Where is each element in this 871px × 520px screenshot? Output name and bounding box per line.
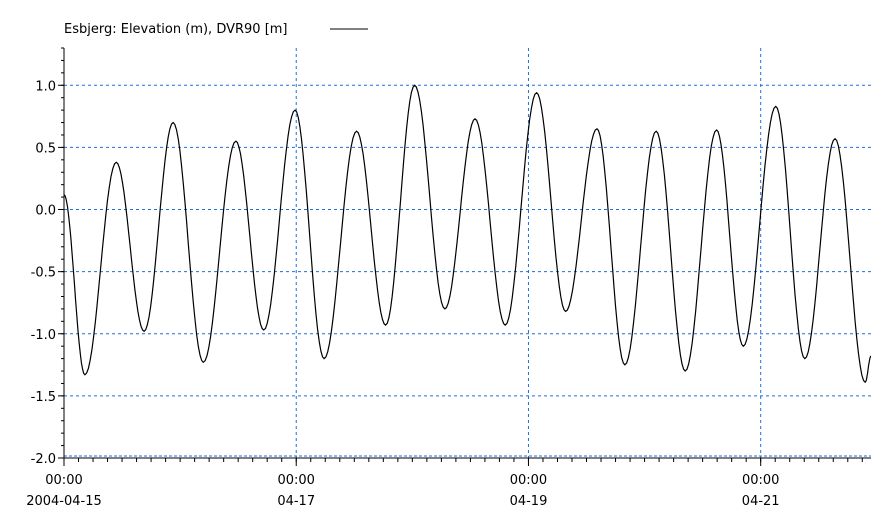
y-tick-label: -1.0	[31, 328, 56, 343]
axes	[58, 47, 871, 466]
series-layer	[63, 84, 871, 383]
x-tick-time-label: 00:00	[510, 473, 547, 488]
x-tick-time-label: 00:00	[45, 473, 82, 488]
series-line	[63, 84, 871, 383]
y-tick-label: 1.0	[35, 79, 56, 94]
legend: Esbjerg: Elevation (m), DVR90 [m]	[64, 22, 368, 37]
y-tick-label: -2.0	[31, 452, 56, 467]
x-tick-date-label: 04-17	[277, 494, 315, 509]
x-tick-time-label: 00:00	[277, 473, 314, 488]
y-tick-label: 0.0	[35, 204, 56, 219]
y-tick-label: -1.5	[31, 390, 56, 405]
grid	[64, 48, 871, 458]
x-tick-date-label: 04-21	[742, 494, 780, 509]
legend-label: Esbjerg: Elevation (m), DVR90 [m]	[64, 22, 288, 37]
x-tick-labels: 00:00 2004-04-15 00:00 04-17 00:00 04-19 00:00…	[26, 473, 779, 509]
x-tick-date-label: 04-19	[510, 494, 548, 509]
y-tick-label: -0.5	[31, 266, 56, 281]
x-tick-time-label: 00:00	[742, 473, 779, 488]
x-tick-date-label: 2004-04-15	[26, 494, 102, 509]
y-tick-labels: -2.0 -1.5 -1.0 -0.5 0.0 0.5 1.0	[31, 79, 56, 467]
y-tick-label: 0.5	[35, 141, 56, 156]
